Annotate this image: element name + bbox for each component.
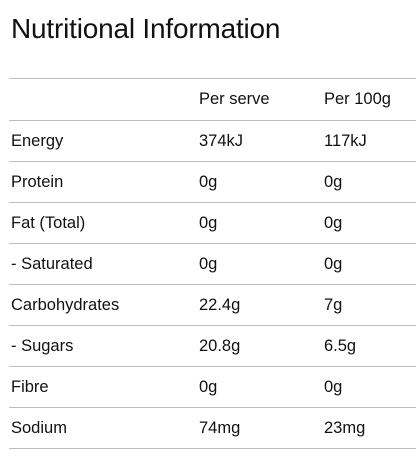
row-per-100g: 7g: [324, 284, 416, 326]
row-per-serve: 74mg: [199, 407, 324, 449]
row-per-100g: 0g: [324, 161, 416, 203]
row-label: Carbohydrates: [9, 284, 199, 326]
nutrition-table: Per serve Per 100g Energy 374kJ 117kJ Pr…: [9, 78, 416, 449]
row-per-100g: 0g: [324, 202, 416, 244]
table-row: - Sugars 20.8g 6.5g: [9, 325, 416, 367]
table-row: Fibre 0g 0g: [9, 366, 416, 408]
row-per-serve: 0g: [199, 243, 324, 285]
table-row: Protein 0g 0g: [9, 161, 416, 203]
row-per-100g: 117kJ: [324, 120, 416, 162]
row-label: Fibre: [9, 366, 199, 408]
row-per-100g: 23mg: [324, 407, 416, 449]
row-per-serve: 0g: [199, 366, 324, 408]
table-header-row: Per serve Per 100g: [9, 78, 416, 121]
row-per-serve: 374kJ: [199, 120, 324, 162]
row-label: Fat (Total): [9, 202, 199, 244]
row-label: Sodium: [9, 407, 199, 449]
row-label: - Saturated: [9, 243, 199, 285]
page-title: Nutritional Information: [11, 13, 281, 44]
header-nutrient: [9, 78, 199, 121]
header-per-serve: Per serve: [199, 78, 324, 121]
row-per-100g: 6.5g: [324, 325, 416, 367]
table-row: Carbohydrates 22.4g 7g: [9, 284, 416, 326]
table-row: Energy 374kJ 117kJ: [9, 120, 416, 162]
row-per-serve: 0g: [199, 202, 324, 244]
row-label: Protein: [9, 161, 199, 203]
row-per-serve: 20.8g: [199, 325, 324, 367]
row-per-100g: 0g: [324, 366, 416, 408]
table-row: Sodium 74mg 23mg: [9, 407, 416, 449]
header-per-100g: Per 100g: [324, 78, 416, 121]
row-label: Energy: [9, 120, 199, 162]
row-per-serve: 22.4g: [199, 284, 324, 326]
row-label: - Sugars: [9, 325, 199, 367]
row-per-100g: 0g: [324, 243, 416, 285]
table-row: - Saturated 0g 0g: [9, 243, 416, 285]
row-per-serve: 0g: [199, 161, 324, 203]
table-row: Fat (Total) 0g 0g: [9, 202, 416, 244]
